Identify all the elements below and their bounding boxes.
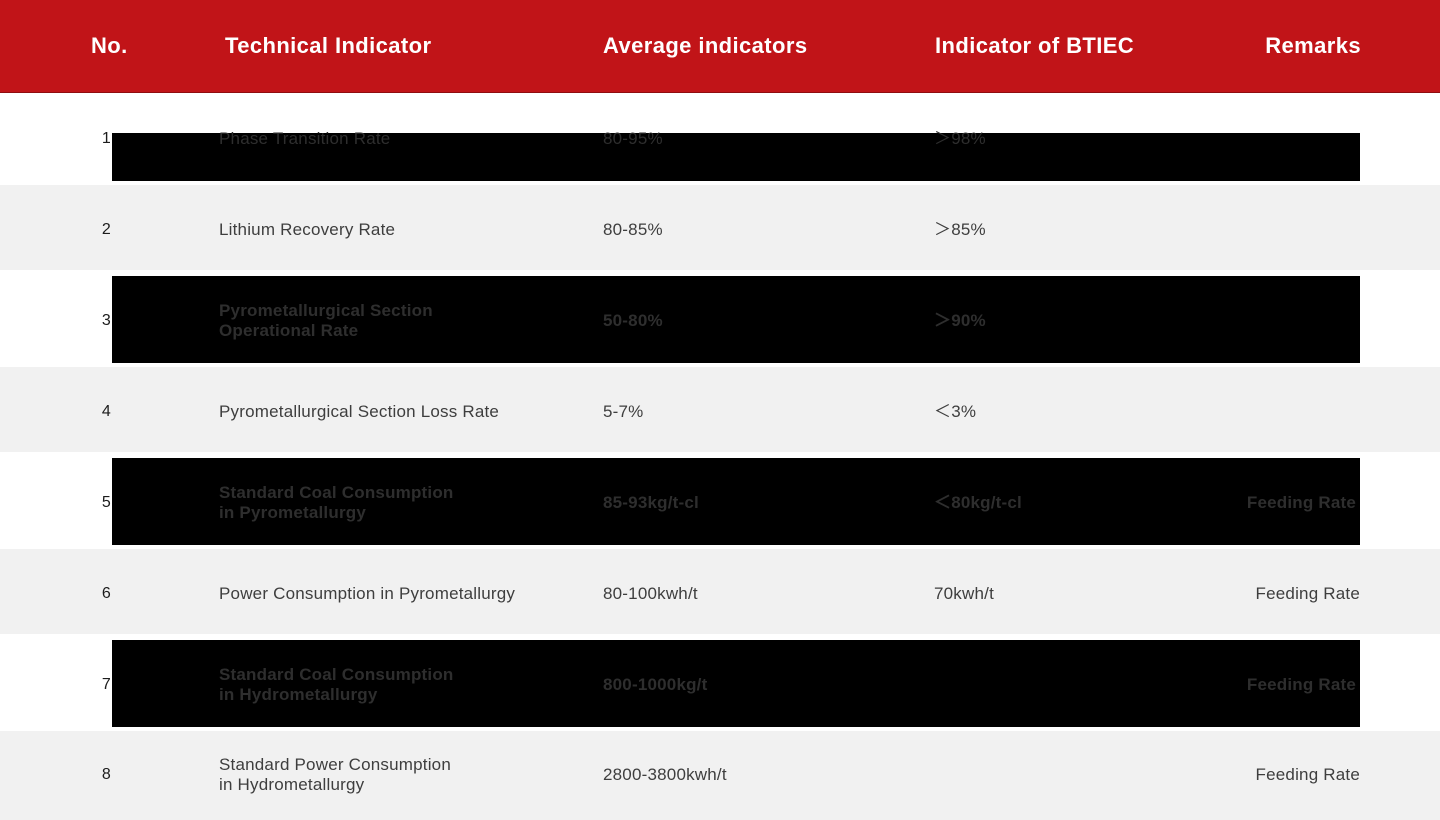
row-highlight-bar [112,640,1360,727]
average-indicators-cell: 5-7% [603,401,644,421]
table-row: 8 Standard Power Consumption in Hydromet… [0,730,1440,820]
row-highlight-bar [112,458,1360,545]
average-indicators-cell: 80-100kwh/t [603,583,698,603]
row-highlight-bar [112,276,1360,363]
row-background [0,185,1440,270]
remarks-cell: Feeding Rate [1246,492,1356,512]
btiec-indicator-cell: ＞90% [934,310,986,330]
remarks-cell: Feeding Rate [1246,674,1356,694]
technical-indicator-cell: Lithium Recovery Rate [219,219,396,239]
technical-indicator-cell: Phase Transition Rate [219,128,391,148]
row-background [0,731,1440,820]
header-remarks: Remarks [1265,33,1361,58]
average-indicators-cell: 80-95% [603,128,663,148]
technical-indicator-cell: Standard Coal Consumption in Pyrometallu… [219,482,454,522]
table-row: 5 Standard Coal Consumption in Pyrometal… [0,457,1440,548]
table-header: No. Technical Indicator Average indicato… [0,0,1440,93]
average-indicators-cell: 85-93kg/t-cl [603,492,699,512]
average-indicators-cell: 800-1000kg/t [603,674,708,694]
header-indicator-of-btiec: Indicator of BTIEC [935,33,1135,58]
btiec-indicator-cell: ＜3% [934,401,977,421]
row-number: 1 [101,129,111,147]
row-number: 7 [101,675,111,693]
row-number: 8 [101,766,111,783]
btiec-indicator-cell: ＞98% [934,128,986,148]
row-number: 6 [101,584,111,602]
technical-indicator-cell: Pyrometallurgical Section Loss Rate [219,401,500,421]
row-number: 2 [101,220,111,238]
row-number: 5 [101,493,111,511]
average-indicators-cell: 80-85% [603,219,663,239]
btiec-indicator-cell: 70kwh/t [934,583,994,603]
table-row: 6 Power Consumption in Pyrometallurgy 80… [0,548,1440,639]
header-no: No. [91,33,128,58]
average-indicators-cell: 50-80% [603,310,663,330]
header-average-indicators: Average indicators [603,33,808,58]
table-row: 4 Pyrometallurgical Section Loss Rate 5-… [0,366,1440,457]
btiec-indicator-cell: ＜80kg/t-cl [934,492,1022,512]
row-number: 4 [101,402,111,420]
row-highlight-bar [112,133,1360,181]
table-row: 7 Standard Coal Consumption in Hydrometa… [0,639,1440,730]
technical-indicator-cell: Standard Coal Consumption in Hydrometall… [219,664,454,704]
technical-indicator-cell: Pyrometallurgical Section Operational Ra… [219,300,433,340]
table-row: 1 Phase Transition Rate 80-95% ＞98% [0,93,1440,184]
average-indicators-cell: 2800-3800kwh/t [603,765,727,784]
row-background [0,367,1440,452]
table-row: 3 Pyrometallurgical Section Operational … [0,275,1440,366]
header-technical-indicator: Technical Indicator [225,33,432,58]
remarks-cell: Feeding Rate [1255,583,1360,603]
row-number: 3 [101,311,111,329]
row-background [0,549,1440,634]
technical-indicator-cell: Standard Power Consumption in Hydrometal… [219,755,451,794]
technical-indicator-cell: Power Consumption in Pyrometallurgy [219,583,516,603]
table-row: 2 Lithium Recovery Rate 80-85% ＞85% [0,184,1440,275]
remarks-cell: Feeding Rate [1255,765,1360,784]
btiec-indicator-cell: ＞85% [934,219,986,239]
